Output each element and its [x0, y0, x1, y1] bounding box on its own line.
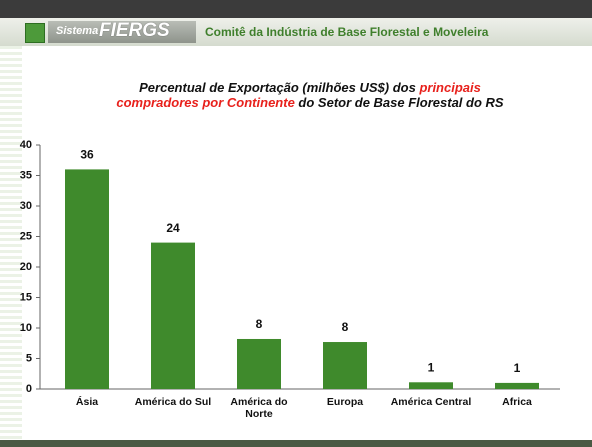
bar: [237, 338, 281, 389]
bottom-bar: [0, 440, 592, 447]
bar: [409, 382, 453, 389]
bar: [495, 382, 539, 389]
value-label: 36: [80, 148, 94, 162]
y-tick-label: 40: [20, 139, 32, 151]
value-label: 1: [514, 361, 521, 375]
x-tick-label: Ásia: [75, 396, 99, 408]
x-tick-label: América Central: [390, 396, 472, 408]
x-tick-label: Africa: [502, 396, 532, 408]
logo-block: [48, 21, 196, 43]
brand-small: Sistema: [56, 25, 99, 37]
y-tick-label: 30: [20, 200, 32, 212]
title-part: principais compradores por Continente: [116, 80, 481, 110]
top-bar: [0, 0, 592, 18]
y-tick-label: 35: [20, 169, 32, 181]
y-tick-label: 10: [20, 322, 32, 334]
x-tick-label: América do Sul: [134, 396, 212, 408]
x-tick-label: Europa: [326, 396, 364, 408]
bar: [323, 342, 367, 389]
chart-title: Percentual de Exportação (milhões US$) d…: [100, 80, 520, 110]
title-part: do Setor de Base Florestal do RS: [294, 95, 504, 110]
logo-icon: [25, 23, 45, 43]
y-tick-label: 15: [20, 291, 32, 303]
x-tick-label: América do Norte: [230, 396, 288, 420]
value-label: 24: [166, 221, 180, 235]
value-label: 8: [256, 317, 263, 331]
side-strip: [0, 46, 22, 440]
y-tick-label: 20: [20, 261, 32, 273]
bar: [151, 242, 195, 389]
header-title: Comitê da Indústria de Base Florestal e …: [205, 25, 489, 39]
y-tick-label: 5: [26, 352, 32, 364]
brand: FIERGS: [99, 20, 170, 41]
y-tick-label: 0: [26, 383, 32, 395]
value-label: 8: [342, 320, 349, 334]
y-tick-label: 25: [20, 230, 32, 242]
title-part: Percentual de Exportação (milhões US$) d…: [139, 80, 420, 95]
value-label: 1: [428, 360, 435, 374]
bar: [65, 169, 109, 389]
